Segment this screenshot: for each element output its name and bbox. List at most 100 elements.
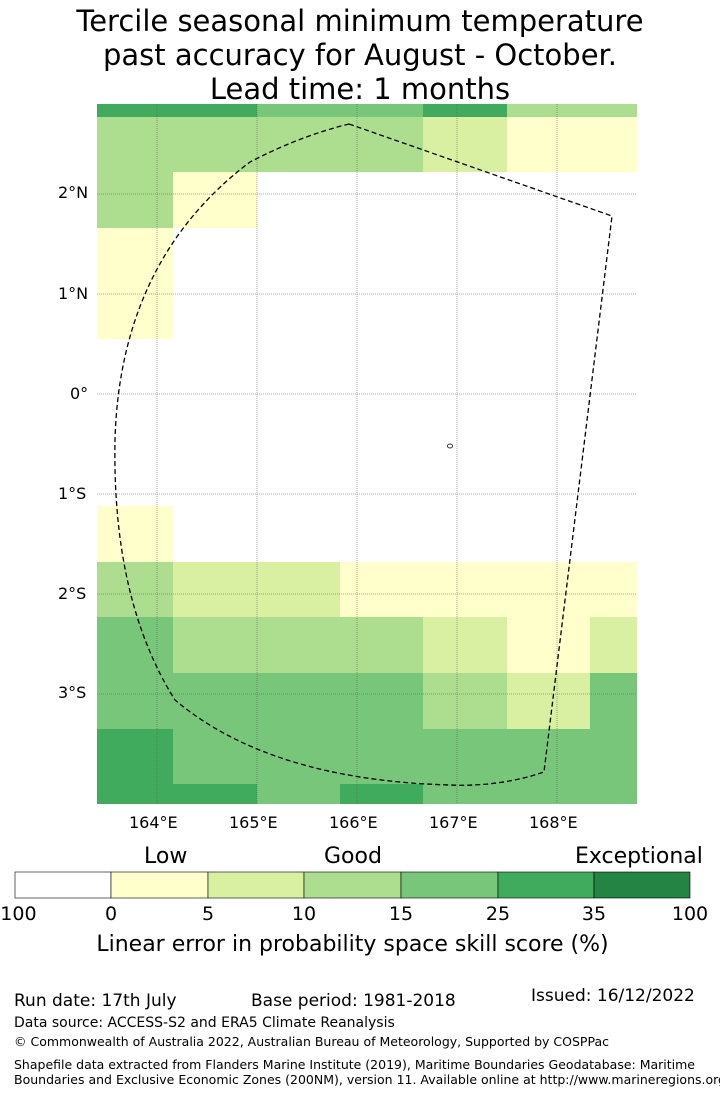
grid-cell xyxy=(507,172,590,228)
shapefile-credit-1: Shapefile data extracted from Flanders M… xyxy=(14,1057,695,1072)
grid-cell xyxy=(590,506,637,562)
grid-cell xyxy=(507,104,590,117)
grid-cell xyxy=(423,228,507,283)
colorbar-swatch xyxy=(14,871,112,899)
grid-cell xyxy=(173,283,257,339)
grid-cell xyxy=(340,104,423,117)
lon-label-167e: 167°E xyxy=(429,813,478,832)
island-outline xyxy=(447,443,453,449)
lon-label-164e: 164°E xyxy=(129,813,178,832)
colorbar-xlabel: Linear error in probability space skill … xyxy=(96,932,609,957)
grid-cell xyxy=(340,562,423,617)
lon-label-166e: 166°E xyxy=(329,813,378,832)
data-source: Data source: ACCESS-S2 and ERA5 Climate … xyxy=(14,1015,395,1031)
grid-cell xyxy=(173,673,257,729)
title-line-3: Lead time: 1 months xyxy=(209,72,511,106)
grid-cell xyxy=(97,673,173,729)
grid-cell xyxy=(173,339,257,394)
colorbar-swatch xyxy=(400,871,499,899)
grid-cell xyxy=(340,784,423,804)
grid-cell xyxy=(590,450,637,506)
grid-cell xyxy=(173,617,257,673)
grid-cell xyxy=(340,394,423,450)
grid-cell xyxy=(590,729,637,784)
grid-cell xyxy=(257,784,340,804)
grid-cell xyxy=(507,117,590,172)
colorbar-swatch xyxy=(497,871,595,899)
grid-cell xyxy=(423,617,507,673)
cb-tick-2: 5 xyxy=(201,903,215,925)
grid-cell xyxy=(423,673,507,729)
grid-cell xyxy=(507,617,590,673)
grid-cell xyxy=(423,729,507,784)
grid-cell xyxy=(173,784,257,804)
grid-cell xyxy=(507,228,590,283)
grid-cell xyxy=(173,729,257,784)
grid-cell xyxy=(97,394,173,450)
grid-cell xyxy=(97,339,173,394)
grid-cell xyxy=(173,450,257,506)
grid-cell xyxy=(97,617,173,673)
grid-cell xyxy=(257,450,340,506)
grid-cell xyxy=(590,172,637,228)
cb-tick-6: 35 xyxy=(581,903,607,925)
grid-cell xyxy=(507,283,590,339)
grid-cell xyxy=(97,506,173,562)
grid-cell xyxy=(257,117,340,172)
grid-cell xyxy=(97,729,173,784)
grid-cell xyxy=(507,506,590,562)
category-low: Low xyxy=(144,844,188,869)
grid-cell xyxy=(590,673,637,729)
cb-tick-7: 100 xyxy=(671,903,709,925)
grid-cell xyxy=(257,339,340,394)
grid-cell xyxy=(423,172,507,228)
grid-cell xyxy=(590,339,637,394)
category-exceptional: Exceptional xyxy=(575,844,703,869)
colorbar-swatch xyxy=(303,871,402,899)
lat-label-1s: 1°S xyxy=(58,484,87,503)
grid-cell xyxy=(97,784,173,804)
grid-cell xyxy=(590,394,637,450)
grid-cell xyxy=(423,339,507,394)
grid-cell xyxy=(423,450,507,506)
grid-cell xyxy=(423,283,507,339)
grid-cell xyxy=(97,562,173,617)
grid-cell xyxy=(97,450,173,506)
grid-cell xyxy=(340,506,423,562)
lat-label-3s: 3°S xyxy=(58,683,87,702)
grid-cell xyxy=(590,617,637,673)
colorbar-swatch xyxy=(593,871,691,899)
grid-cell xyxy=(340,673,423,729)
grid-cell xyxy=(173,104,257,117)
cb-tick-0: -100 xyxy=(0,903,37,925)
title-line-1: Tercile seasonal minimum temperature xyxy=(76,4,644,38)
grid-cell xyxy=(340,172,423,228)
grid-cell xyxy=(507,339,590,394)
grid-cell xyxy=(97,117,173,172)
lon-label-168e: 168°E xyxy=(529,813,578,832)
grid-cell xyxy=(590,104,637,117)
eez-boundary xyxy=(114,123,613,786)
colorbar-swatch xyxy=(207,871,305,899)
grid-cell xyxy=(423,117,507,172)
grid-cell xyxy=(257,617,340,673)
grid-cell xyxy=(173,562,257,617)
grid-cell xyxy=(257,673,340,729)
grid-cell xyxy=(340,228,423,283)
issued-date: Issued: 16/12/2022 xyxy=(531,986,695,1006)
grid-cell xyxy=(423,562,507,617)
grid-cell xyxy=(257,228,340,283)
grid-cell xyxy=(507,450,590,506)
grid-cell xyxy=(340,339,423,394)
grid-cell xyxy=(173,117,257,172)
grid-cell xyxy=(97,104,173,117)
title-line-2: past accuracy for August - October. xyxy=(102,38,618,72)
grid-cell xyxy=(590,784,637,804)
grid-cell xyxy=(423,506,507,562)
grid-cell xyxy=(257,506,340,562)
grid-cell xyxy=(507,784,590,804)
grid-cell xyxy=(97,172,173,228)
grid-cell xyxy=(173,172,257,228)
grid-cell xyxy=(257,283,340,339)
grid-cell xyxy=(423,394,507,450)
